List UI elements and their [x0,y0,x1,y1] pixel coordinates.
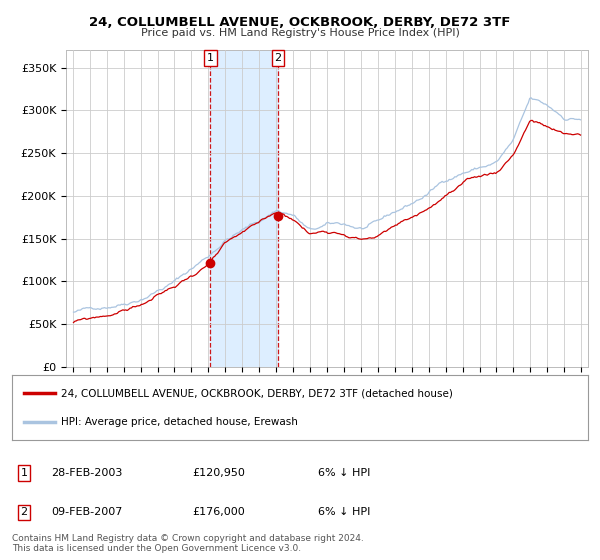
Text: 28-FEB-2003: 28-FEB-2003 [51,468,122,478]
Text: 24, COLLUMBELL AVENUE, OCKBROOK, DERBY, DE72 3TF (detached house): 24, COLLUMBELL AVENUE, OCKBROOK, DERBY, … [61,388,453,398]
Text: £120,950: £120,950 [192,468,245,478]
Text: Contains HM Land Registry data © Crown copyright and database right 2024.
This d: Contains HM Land Registry data © Crown c… [12,534,364,553]
Text: 2: 2 [274,53,281,63]
Text: 24, COLLUMBELL AVENUE, OCKBROOK, DERBY, DE72 3TF: 24, COLLUMBELL AVENUE, OCKBROOK, DERBY, … [89,16,511,29]
Text: 1: 1 [20,468,28,478]
Text: 6% ↓ HPI: 6% ↓ HPI [318,507,370,517]
Text: HPI: Average price, detached house, Erewash: HPI: Average price, detached house, Erew… [61,417,298,427]
Text: 6% ↓ HPI: 6% ↓ HPI [318,468,370,478]
Text: £176,000: £176,000 [192,507,245,517]
Text: 09-FEB-2007: 09-FEB-2007 [51,507,122,517]
Text: 2: 2 [20,507,28,517]
Text: Price paid vs. HM Land Registry's House Price Index (HPI): Price paid vs. HM Land Registry's House … [140,28,460,38]
Bar [211,50,278,367]
Text: 1: 1 [207,53,214,63]
